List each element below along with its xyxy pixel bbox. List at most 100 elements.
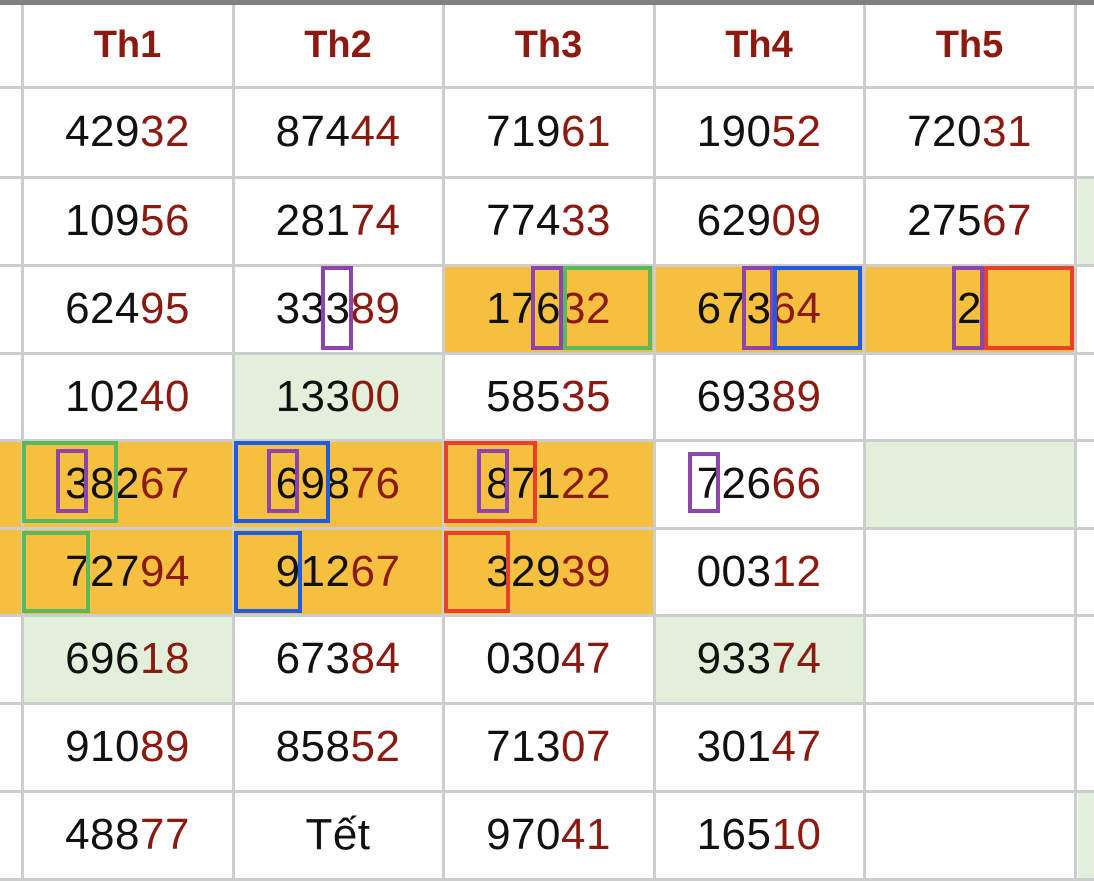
result-cell: 720 31 xyxy=(864,87,1075,177)
cell-highlight xyxy=(0,528,22,615)
result-cell xyxy=(864,615,1075,703)
number-prefix: 102 xyxy=(65,371,140,421)
result-cell: 133 00 xyxy=(233,353,443,440)
result-cell: 774 33 xyxy=(443,177,654,265)
grid-column-divider xyxy=(863,5,866,879)
number-last-two-digits: 67 xyxy=(981,196,1032,245)
result-cell: 871 22 xyxy=(443,440,654,528)
number-last-two-digits: 41 xyxy=(560,810,611,859)
number-last-two-digits: 35 xyxy=(560,371,611,421)
number-last-two-digits: 09 xyxy=(771,196,822,245)
number-last-two-digits: 32 xyxy=(560,284,611,333)
result-cell: 2 xyxy=(864,265,1075,353)
number-last-two-digits: 77 xyxy=(139,810,190,859)
number-prefix: 281 xyxy=(275,196,351,245)
number-prefix: Tết xyxy=(305,810,371,859)
number-prefix: 030 xyxy=(486,634,561,683)
result-cell: 488 77 xyxy=(22,791,233,879)
number-prefix: 133 xyxy=(275,371,351,421)
result-cell: 109 56 xyxy=(22,177,233,265)
number-prefix: 912 xyxy=(275,546,351,596)
number-last-two-digits: 76 xyxy=(350,459,401,508)
result-cell: 673 64 xyxy=(654,265,864,353)
result-cell xyxy=(864,791,1075,879)
column-header: Th4 xyxy=(725,23,793,66)
column-header: Th2 xyxy=(304,23,372,66)
result-cell: 693 89 xyxy=(654,353,864,440)
number-prefix: 720 xyxy=(907,107,982,156)
result-cell: 874 44 xyxy=(233,87,443,177)
number-prefix: 774 xyxy=(486,196,561,245)
result-cell: 970 41 xyxy=(443,791,654,879)
number-last-two-digits: 22 xyxy=(560,459,611,508)
number-last-two-digits: 47 xyxy=(560,634,611,683)
cell-highlight xyxy=(1078,177,1094,265)
number-prefix: 382 xyxy=(65,459,140,508)
number-prefix: 910 xyxy=(65,722,140,771)
number-last-two-digits: 84 xyxy=(350,634,401,683)
grid-row-divider xyxy=(0,527,1094,530)
number-prefix: 624 xyxy=(65,284,140,333)
result-cell: 281 74 xyxy=(233,177,443,265)
cell-highlight xyxy=(233,528,443,615)
result-cell: 429 32 xyxy=(22,87,233,177)
cell-highlight xyxy=(864,265,1075,353)
result-cell: 727 94 xyxy=(22,528,233,615)
number-last-two-digits: 32 xyxy=(139,107,190,156)
cell-highlight xyxy=(233,353,443,440)
number-prefix: 727 xyxy=(65,546,140,596)
result-cell: Tết xyxy=(233,791,443,879)
number-last-two-digits: 40 xyxy=(139,371,190,421)
cell-highlight xyxy=(443,265,654,353)
number-prefix: 673 xyxy=(275,634,351,683)
number-last-two-digits: 74 xyxy=(771,634,822,683)
number-prefix: 176 xyxy=(486,284,561,333)
grid-row-divider xyxy=(0,264,1094,267)
grid-column-divider xyxy=(653,5,656,879)
number-last-two-digits: 52 xyxy=(771,107,822,156)
result-cell: 726 66 xyxy=(654,440,864,528)
result-cell: 585 35 xyxy=(443,353,654,440)
number-last-two-digits: 74 xyxy=(350,196,401,245)
result-cell xyxy=(864,703,1075,791)
grid-row-divider xyxy=(0,614,1094,617)
number-last-two-digits: 67 xyxy=(350,546,401,596)
number-prefix: 329 xyxy=(486,546,561,596)
grid-row-divider xyxy=(0,702,1094,705)
number-prefix: 190 xyxy=(696,107,772,156)
result-cell: 301 47 xyxy=(654,703,864,791)
number-last-two-digits: 52 xyxy=(350,722,401,771)
number-prefix: 333 xyxy=(275,284,351,333)
number-prefix: 858 xyxy=(275,722,351,771)
number-last-two-digits: 10 xyxy=(771,810,822,859)
number-prefix: 698 xyxy=(275,459,351,508)
result-cell: 275 67 xyxy=(864,177,1075,265)
result-cell: 624 95 xyxy=(22,265,233,353)
column-header: Th1 xyxy=(93,23,162,66)
number-last-two-digits: 89 xyxy=(139,722,190,771)
result-cell xyxy=(864,440,1075,528)
number-prefix: 2 xyxy=(957,284,982,333)
cell-highlight xyxy=(1078,791,1094,879)
number-last-two-digits: 67 xyxy=(139,459,190,508)
number-last-two-digits: 00 xyxy=(350,371,401,421)
grid-column-divider xyxy=(442,5,445,879)
number-last-two-digits: 66 xyxy=(771,459,822,508)
result-cell: 713 07 xyxy=(443,703,654,791)
number-prefix: 726 xyxy=(696,459,772,508)
result-cell: 696 18 xyxy=(22,615,233,703)
result-cell: 030 47 xyxy=(443,615,654,703)
number-prefix: 693 xyxy=(696,371,772,421)
cell-highlight xyxy=(22,528,233,615)
result-cell: 102 40 xyxy=(22,353,233,440)
number-last-two-digits: 07 xyxy=(560,722,611,771)
result-cell: 329 39 xyxy=(443,528,654,615)
grid-column-divider xyxy=(1074,5,1077,879)
number-last-two-digits: 39 xyxy=(560,546,611,596)
number-prefix: 871 xyxy=(486,459,561,508)
result-cell: 333 89 xyxy=(233,265,443,353)
number-last-two-digits: 56 xyxy=(139,196,190,245)
result-cell: 382 67 xyxy=(22,440,233,528)
grid-row-divider xyxy=(0,439,1094,442)
